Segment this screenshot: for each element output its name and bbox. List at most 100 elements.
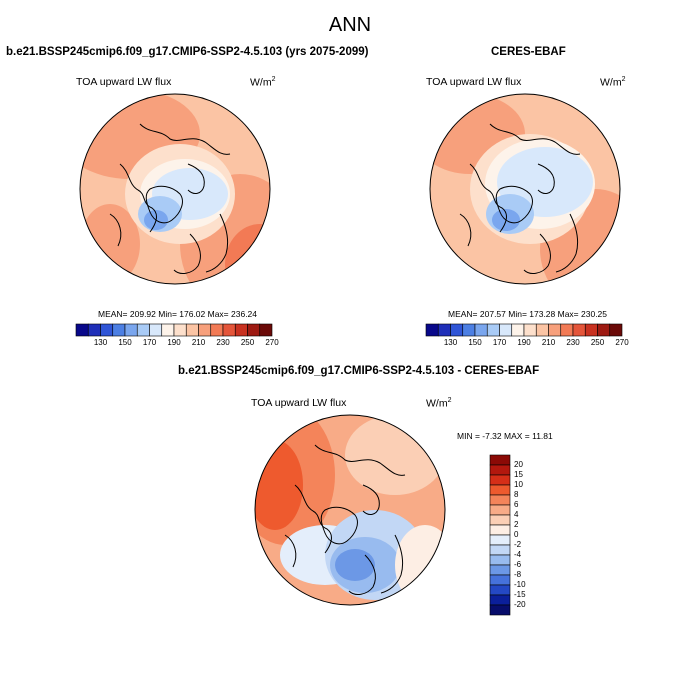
ref-stats-text: MEAN= 207.57 Min= 173.28 Max= 230.25 [448, 309, 608, 319]
colorbar-swatch [136, 323, 150, 337]
colorbar-swatch [489, 504, 511, 516]
coastline [459, 213, 472, 247]
colorbar-tick-label: 8 [514, 490, 519, 499]
colorbar-tick-label: 0 [514, 530, 519, 539]
colorbar-swatch [511, 323, 525, 337]
ref-polar-map [429, 93, 621, 285]
diff-variable-label: TOA upward LW flux [251, 397, 347, 409]
colorbar-swatch [87, 323, 101, 337]
colorbar-swatch [489, 564, 511, 576]
colorbar-swatch [149, 323, 163, 337]
colorbar-swatch [486, 323, 500, 337]
colorbar-swatch [489, 464, 511, 476]
coastline [320, 506, 358, 545]
colorbar-swatch [489, 514, 511, 526]
ref-colorbar-labels: 130 150 170 190 210 230 250 270 [426, 338, 629, 350]
colorbar-swatch [489, 474, 511, 486]
colorbar-tick-label: -4 [514, 550, 522, 559]
colorbar-swatch [489, 494, 511, 506]
ref-case-title: CERES-EBAF [491, 46, 566, 58]
colorbar-swatch [489, 524, 511, 536]
field-contour [225, 224, 270, 284]
colorbar-tick-label: 230 [566, 338, 580, 347]
colorbar-tick-label: 250 [590, 338, 605, 347]
coastline [314, 444, 406, 476]
colorbar-swatch [173, 323, 187, 337]
colorbar-swatch [247, 323, 261, 337]
colorbar-swatch [75, 323, 89, 337]
colorbar-tick-label: -2 [514, 540, 522, 549]
colorbar-swatch [560, 323, 574, 337]
colorbar-tick-label: 15 [514, 470, 523, 479]
colorbar-tick-label: 190 [517, 338, 531, 347]
colorbar-swatch [425, 323, 439, 337]
colorbar-tick-label: -6 [514, 560, 522, 569]
colorbar-tick-label: 2 [514, 520, 519, 529]
coastline [469, 163, 507, 233]
diff-colorbar-labels: 20 15 10 8 6 4 2 0 -2 -4 -6 -8 -10 -15 -20 [514, 455, 554, 615]
colorbar-swatch [161, 323, 175, 337]
coastline [187, 163, 205, 194]
coastline [380, 534, 404, 594]
diff-stats-text: MIN = -7.32 MAX = 11.81 [457, 431, 553, 441]
coastline [173, 233, 201, 274]
field-contour [345, 415, 445, 495]
coastline [362, 484, 380, 515]
coastline [489, 123, 581, 155]
colorbar-swatch [185, 323, 199, 337]
colorbar-tick-label: -15 [514, 590, 526, 599]
colorbar-swatch [124, 323, 138, 337]
colorbar-swatch [198, 323, 212, 337]
colorbar-swatch [210, 323, 224, 337]
colorbar-swatch [489, 534, 511, 546]
colorbar-tick-label: 150 [118, 338, 132, 347]
coastline [294, 484, 332, 554]
colorbar-swatch [489, 484, 511, 496]
colorbar-tick-label: 4 [514, 510, 519, 519]
colorbar-swatch [489, 604, 511, 616]
diff-case-title: b.e21.BSSP245cmip6.f09_g17.CMIP6-SSP2-4.… [178, 365, 540, 377]
map-border [254, 414, 446, 606]
coastline [495, 185, 533, 224]
diff-units-label: W/m2 [426, 397, 452, 410]
page-title: ANN [328, 14, 372, 36]
colorbar-swatch [609, 323, 623, 337]
coastline [523, 233, 551, 274]
colorbar-tick-label: -20 [514, 600, 526, 609]
colorbar-tick-label: 170 [492, 338, 507, 347]
field-contour [335, 549, 375, 581]
colorbar-tick-label: 130 [93, 338, 108, 347]
colorbar-swatch [499, 323, 513, 337]
coastline [119, 163, 157, 233]
map-border [429, 93, 621, 285]
colorbar-swatch [548, 323, 562, 337]
colorbar-swatch [584, 323, 598, 337]
colorbar-swatch [474, 323, 488, 337]
ref-colorbar [425, 323, 623, 337]
colorbar-swatch [450, 323, 464, 337]
map-border [79, 93, 271, 285]
coastline [139, 123, 231, 155]
test-case-title: b.e21.BSSP245cmip6.f09_g17.CMIP6-SSP2-4.… [6, 46, 369, 58]
colorbar-tick-label: 130 [443, 338, 458, 347]
colorbar-swatch [535, 323, 549, 337]
coastline [205, 213, 229, 273]
colorbar-tick-label: 230 [216, 338, 230, 347]
colorbar-tick-label: 270 [265, 338, 279, 347]
colorbar-tick-label: -8 [514, 570, 522, 579]
colorbar-tick-label: 190 [167, 338, 181, 347]
coastline [284, 534, 297, 568]
coastline [555, 213, 579, 273]
colorbar-swatch [489, 544, 511, 556]
colorbar-swatch [100, 323, 114, 337]
colorbar-swatch [462, 323, 476, 337]
colorbar-swatch [489, 554, 511, 566]
coastline [537, 163, 555, 194]
ref-variable-label: TOA upward LW flux [426, 76, 522, 88]
test-variable-label: TOA upward LW flux [76, 76, 172, 88]
colorbar-swatch [489, 574, 511, 586]
colorbar-swatch [489, 594, 511, 606]
test-units-label: W/m2 [250, 76, 276, 89]
diff-colorbar [489, 454, 511, 616]
colorbar-tick-label: 150 [468, 338, 482, 347]
